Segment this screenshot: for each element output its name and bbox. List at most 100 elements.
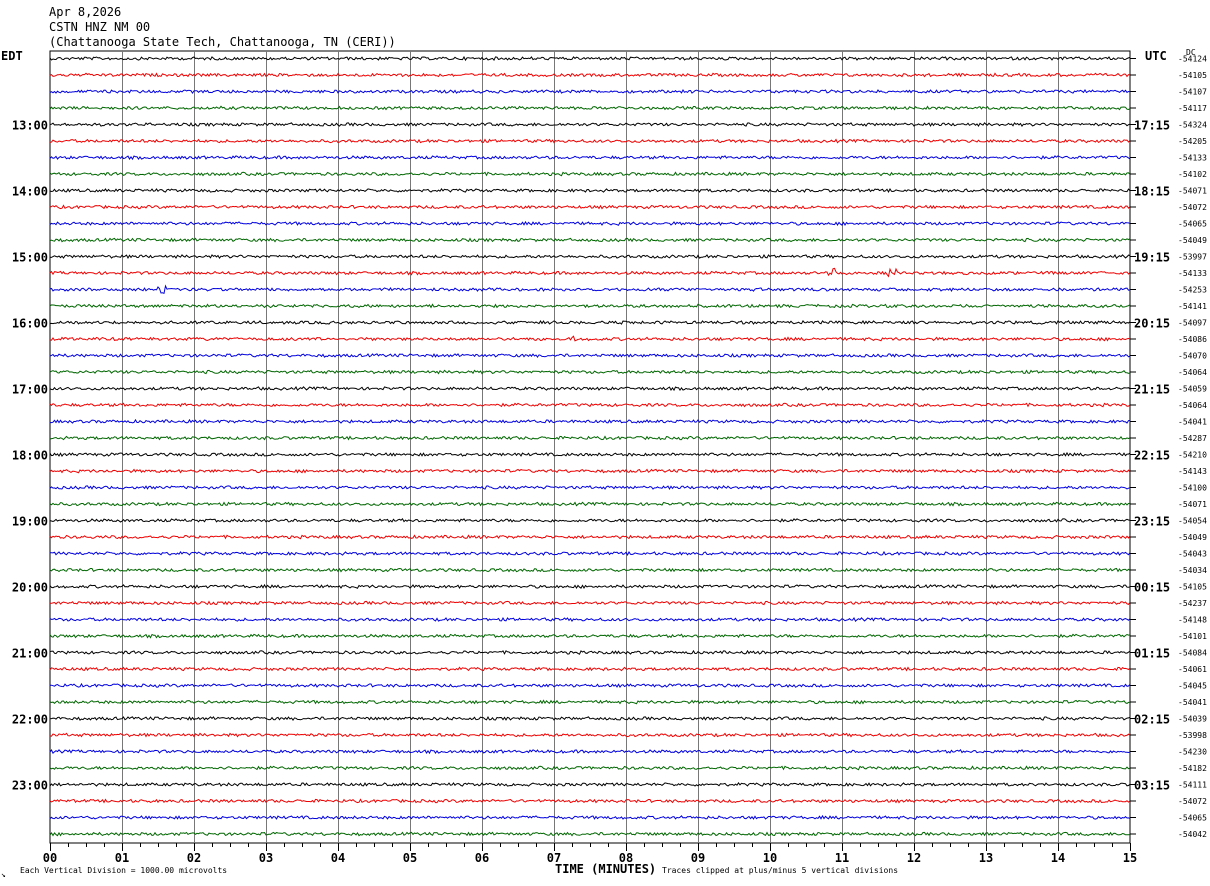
- seismic-trace: [49, 814, 1131, 820]
- utc-hour-label: 20:15: [1134, 317, 1170, 331]
- seismic-trace: [49, 699, 1131, 705]
- seismic-trace: [49, 105, 1131, 111]
- x-tick-label: 08: [619, 851, 633, 865]
- trace-dc-value: -54049: [1178, 533, 1207, 542]
- seismic-trace: [49, 798, 1131, 804]
- trace-dc-value: -54059: [1178, 385, 1207, 394]
- trace-dc-value: -54101: [1178, 632, 1207, 641]
- trace-dc-value: -53997: [1178, 253, 1207, 262]
- trace-dc-value: -54071: [1178, 500, 1207, 509]
- trace-dc-value: -54086: [1178, 335, 1207, 344]
- seismic-trace: [49, 732, 1131, 738]
- vertical-division-note: Each Vertical Division = 1000.00 microvo…: [20, 866, 228, 875]
- seismic-trace: [49, 204, 1131, 210]
- trace-dc-value: -54071: [1178, 187, 1207, 196]
- x-tick-label: 06: [475, 851, 489, 865]
- edt-hour-label: 21:00: [12, 647, 48, 661]
- trace-dc-value: -54045: [1178, 682, 1207, 691]
- trace-dc-value: -54070: [1178, 352, 1207, 361]
- x-tick-label: 03: [259, 851, 273, 865]
- trace-dc-value: -54034: [1178, 566, 1207, 575]
- seismic-trace: [49, 517, 1131, 523]
- dc-column-label: DC: [1186, 48, 1196, 57]
- edt-hour-label: 16:00: [12, 317, 48, 331]
- seismic-trace: [49, 89, 1131, 95]
- x-tick-label: 07: [547, 851, 561, 865]
- edt-hour-label: 13:00: [12, 119, 48, 133]
- seismic-trace: [49, 765, 1131, 771]
- seismic-trace: [49, 748, 1131, 755]
- station-location: (Chattanooga State Tech, Chattanooga, TN…: [49, 35, 396, 49]
- x-tick-label: 02: [187, 851, 201, 865]
- trace-dc-value: -54105: [1178, 71, 1207, 80]
- seismic-trace: [50, 418, 1131, 424]
- trace-dc-value: -54064: [1178, 368, 1207, 377]
- seismic-trace: [49, 567, 1131, 573]
- utc-hour-label: 17:15: [1134, 119, 1170, 133]
- trace-dc-value: -54133: [1178, 269, 1207, 278]
- trace-dc-value: -54105: [1178, 583, 1207, 592]
- trace-dc-value: -54065: [1178, 220, 1207, 229]
- x-tick-label: 04: [331, 851, 345, 865]
- trace-dc-value: -54182: [1178, 764, 1207, 773]
- seismic-trace: [49, 72, 1131, 78]
- edt-hour-label: 20:00: [12, 581, 48, 595]
- utc-axis-label: UTC: [1145, 49, 1167, 63]
- trace-dc-value: -54084: [1178, 649, 1207, 658]
- utc-hour-label: 18:15: [1134, 185, 1170, 199]
- seismic-trace: [49, 831, 1131, 837]
- edt-hour-label: 14:00: [12, 185, 48, 199]
- seismic-trace: [49, 369, 1131, 375]
- trace-dc-value: -54148: [1178, 616, 1207, 625]
- utc-hour-label: 19:15: [1134, 251, 1170, 265]
- seismic-trace: [49, 386, 1131, 392]
- trace-dc-value: -54210: [1178, 451, 1207, 460]
- edt-axis-label: EDT: [1, 49, 23, 63]
- x-tick-label: 11: [835, 851, 849, 865]
- utc-hour-label: 03:15: [1134, 779, 1170, 793]
- seismic-trace: [49, 534, 1131, 540]
- trace-dc-value: -54141: [1178, 302, 1207, 311]
- trace-dc-value: -54065: [1178, 814, 1207, 823]
- seismic-trace: [49, 485, 1131, 491]
- trace-dc-value: -54039: [1178, 715, 1207, 724]
- utc-hour-label: 00:15: [1134, 581, 1170, 595]
- seismic-trace: [49, 171, 1131, 177]
- edt-hour-label: 22:00: [12, 713, 48, 727]
- corner-mark: ↘: [1, 870, 6, 879]
- utc-hour-label: 22:15: [1134, 449, 1170, 463]
- seismic-trace: [49, 402, 1131, 408]
- trace-dc-value: -54061: [1178, 665, 1207, 674]
- seismic-trace: [49, 715, 1131, 721]
- seismic-trace: [49, 633, 1131, 639]
- station-code: CSTN HNZ NM 00: [49, 20, 151, 34]
- seismic-trace: [49, 284, 1131, 294]
- trace-dc-value: -54041: [1178, 418, 1207, 427]
- x-tick-label: 10: [763, 851, 777, 865]
- x-axis-title: TIME (MINUTES): [555, 862, 657, 876]
- trace-dc-value: -54042: [1178, 830, 1207, 839]
- trace-dc-value: -54049: [1178, 236, 1207, 245]
- edt-hour-label: 23:00: [12, 779, 48, 793]
- seismic-trace: [49, 267, 1131, 278]
- seismic-trace: [49, 55, 1131, 62]
- x-tick-label: 14: [1051, 851, 1065, 865]
- trace-dc-value: -54107: [1178, 88, 1207, 97]
- seismic-trace: [49, 550, 1131, 556]
- x-tick-label: 01: [115, 851, 129, 865]
- seismic-trace: [49, 666, 1131, 672]
- utc-hour-label: 01:15: [1134, 647, 1170, 661]
- seismic-trace: [49, 335, 1131, 342]
- edt-hour-label: 15:00: [12, 251, 48, 265]
- trace-dc-value: -54041: [1178, 698, 1207, 707]
- seismic-trace: [49, 583, 1131, 589]
- seismic-trace: [49, 303, 1131, 309]
- seismic-trace: [49, 138, 1131, 144]
- seismic-trace: [49, 782, 1131, 787]
- trace-dc-value: -54102: [1178, 170, 1207, 179]
- seismic-trace: [49, 352, 1131, 358]
- trace-dc-value: -54111: [1178, 781, 1207, 790]
- edt-hour-label: 19:00: [12, 515, 48, 529]
- trace-dc-value: -54124: [1178, 55, 1207, 64]
